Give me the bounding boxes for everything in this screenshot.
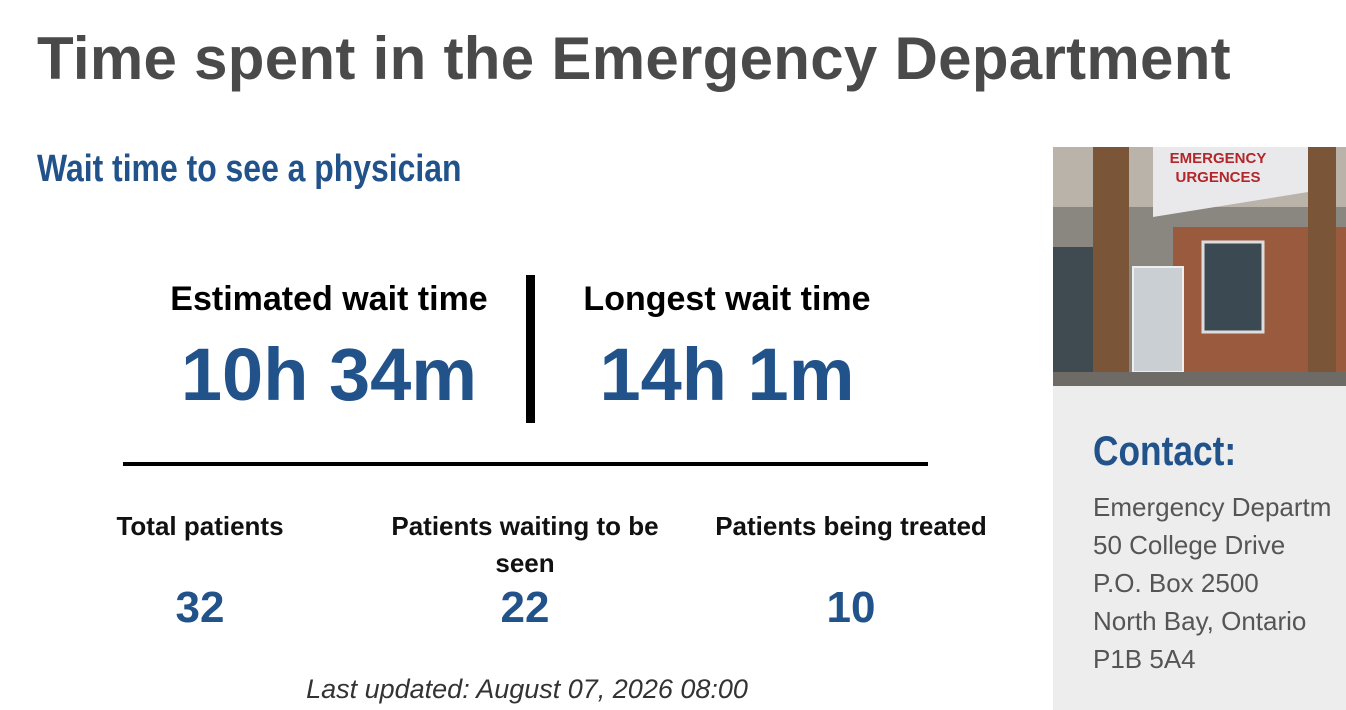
stat-label: Patients waiting to be seen bbox=[391, 511, 659, 578]
longest-value: 14h 1m bbox=[599, 333, 855, 416]
estimated-label: Estimated wait time bbox=[170, 280, 488, 318]
stat-value: 10 bbox=[826, 583, 876, 632]
stat-label: Total patients bbox=[116, 511, 284, 541]
separator bbox=[123, 462, 928, 466]
stat-value: 32 bbox=[175, 583, 225, 632]
address-line: P1B 5A4 bbox=[1093, 644, 1196, 674]
address-line: Emergency Departm bbox=[1093, 492, 1332, 522]
sign-text: EMERGENCY bbox=[1170, 150, 1267, 167]
stat-label: Patients being treated bbox=[715, 511, 987, 541]
photo: EMERGENCY URGENCES bbox=[1053, 147, 1346, 386]
contact-title: Contact: bbox=[1093, 427, 1237, 474]
sidebar: EMERGENCY URGENCES Contact: Emergency De… bbox=[1053, 147, 1346, 710]
sign-text: URGENCES bbox=[1175, 169, 1260, 186]
address-line: North Bay, Ontario bbox=[1093, 606, 1307, 636]
stat-value: 22 bbox=[500, 583, 550, 632]
last-updated: Last updated: August 07, 2026 08:00 bbox=[306, 674, 748, 704]
section-title: Wait time to see a physician bbox=[37, 148, 462, 190]
longest-label: Longest wait time bbox=[583, 280, 871, 318]
address-line: P.O. Box 2500 bbox=[1093, 568, 1259, 598]
estimated-value: 10h 34m bbox=[180, 333, 478, 416]
address-line: 50 College Drive bbox=[1093, 530, 1286, 560]
divider bbox=[526, 275, 535, 423]
page-title: Time spent in the Emergency Department bbox=[37, 25, 1231, 92]
